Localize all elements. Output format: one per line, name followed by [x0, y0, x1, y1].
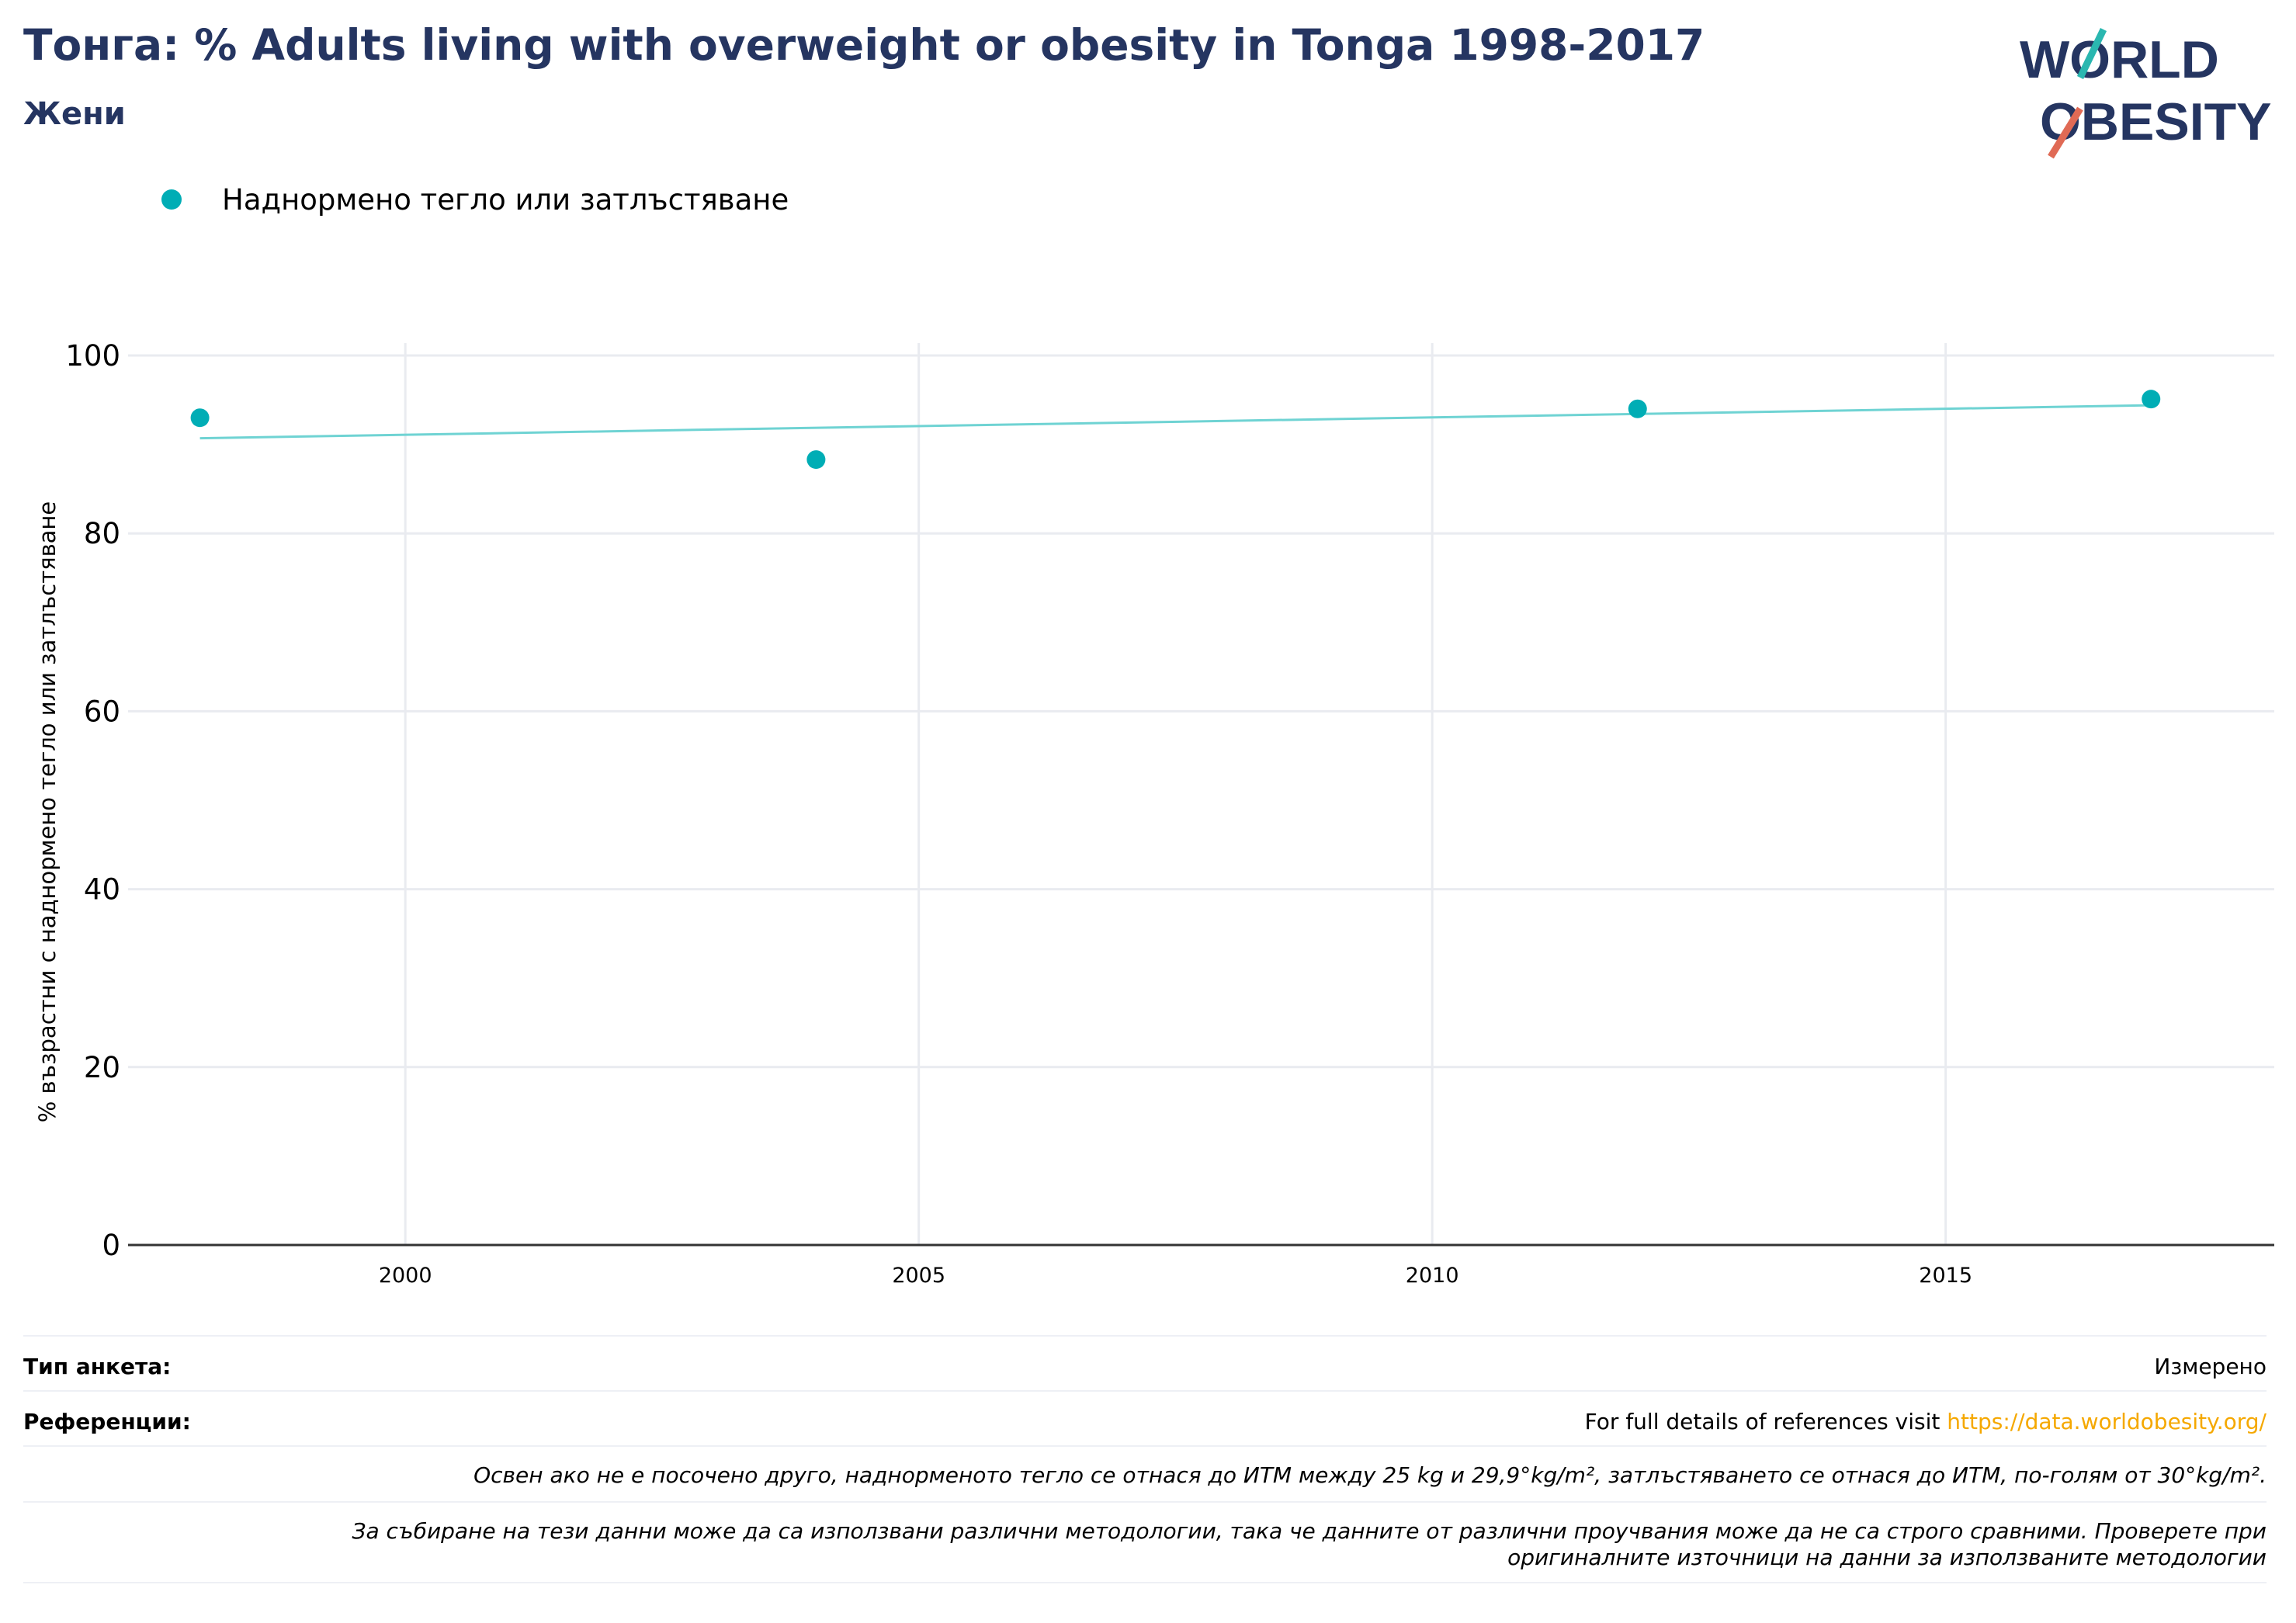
y-tick-labels: 0 20 40 60 80 100 — [65, 339, 120, 1262]
chart-title: Тонга: % Adults living with overweight o… — [23, 20, 1705, 70]
references-link[interactable]: https://data.worldobesity.org/ — [1947, 1409, 2267, 1434]
y-tick-label: 0 — [102, 1229, 120, 1262]
note-methodology-line2: оригиналните източници на данни за изпол… — [1507, 1545, 2267, 1570]
grid — [128, 343, 2274, 1245]
y-tick-label: 100 — [65, 339, 120, 373]
data-point — [190, 408, 210, 428]
note-methodology-line1: За събиране на тези данни може да са изп… — [352, 1518, 2267, 1544]
y-axis-label: % възрастни с наднормено тегло или затлъ… — [34, 501, 61, 1123]
trendline — [199, 404, 2152, 440]
legend-marker — [161, 189, 182, 210]
logo-word-obesity: OBESITY — [2040, 92, 2272, 151]
world-obesity-logo: WORLD OBESITY — [2020, 28, 2272, 159]
footer-note-definitions: Освен ако не е посочено друго, наднормен… — [23, 1445, 2267, 1501]
references-value: For full details of references visit htt… — [1585, 1409, 2267, 1434]
x-tick-label: 2010 — [1406, 1264, 1459, 1288]
x-tick-labels: 2000 2005 2010 2015 — [379, 1264, 1972, 1288]
y-tick-label: 20 — [84, 1051, 120, 1084]
legend-label: Наднормено тегло или затлъстяване — [222, 182, 789, 217]
data-point — [1628, 399, 1647, 418]
x-tick-label: 2000 — [379, 1264, 432, 1288]
footer-references-row: Референции: For full details of referenc… — [23, 1390, 2267, 1446]
chart-area: 0 20 40 60 80 100 2000 2005 2010 2015 % възрастн… — [34, 339, 2274, 1288]
x-tick-label: 2015 — [1919, 1264, 1972, 1288]
data-point — [2142, 390, 2161, 409]
x-tick-label: 2005 — [892, 1264, 945, 1288]
logo-slash-teal — [2076, 28, 2107, 79]
logo-word-world: WORLD — [2020, 30, 2219, 89]
survey-type-value: Измерено — [2154, 1354, 2267, 1379]
footer-note-methodology: За събиране на тези данни може да са изп… — [23, 1501, 2267, 1583]
y-tick-label: 60 — [84, 695, 120, 728]
points-group — [190, 390, 2161, 470]
chart-subtitle: Жени — [23, 96, 126, 132]
logo-slash-red — [2048, 106, 2083, 159]
trendline-group — [199, 404, 2152, 440]
data-point — [806, 450, 826, 470]
y-tick-label: 40 — [84, 873, 120, 907]
footer-survey-type-row: Тип анкета: Измерено — [23, 1335, 2267, 1391]
note-definitions: Освен ако не е посочено друго, наднормен… — [473, 1462, 2267, 1488]
references-label: Референции: — [23, 1409, 191, 1434]
y-tick-label: 80 — [84, 517, 120, 550]
note-methodology: За събиране на тези данни може да са изп… — [352, 1518, 2267, 1571]
references-text: For full details of references visit — [1584, 1409, 1947, 1434]
survey-type-label: Тип анкета: — [23, 1354, 172, 1379]
legend[interactable]: Наднормено тегло или затлъстяване — [161, 180, 789, 219]
